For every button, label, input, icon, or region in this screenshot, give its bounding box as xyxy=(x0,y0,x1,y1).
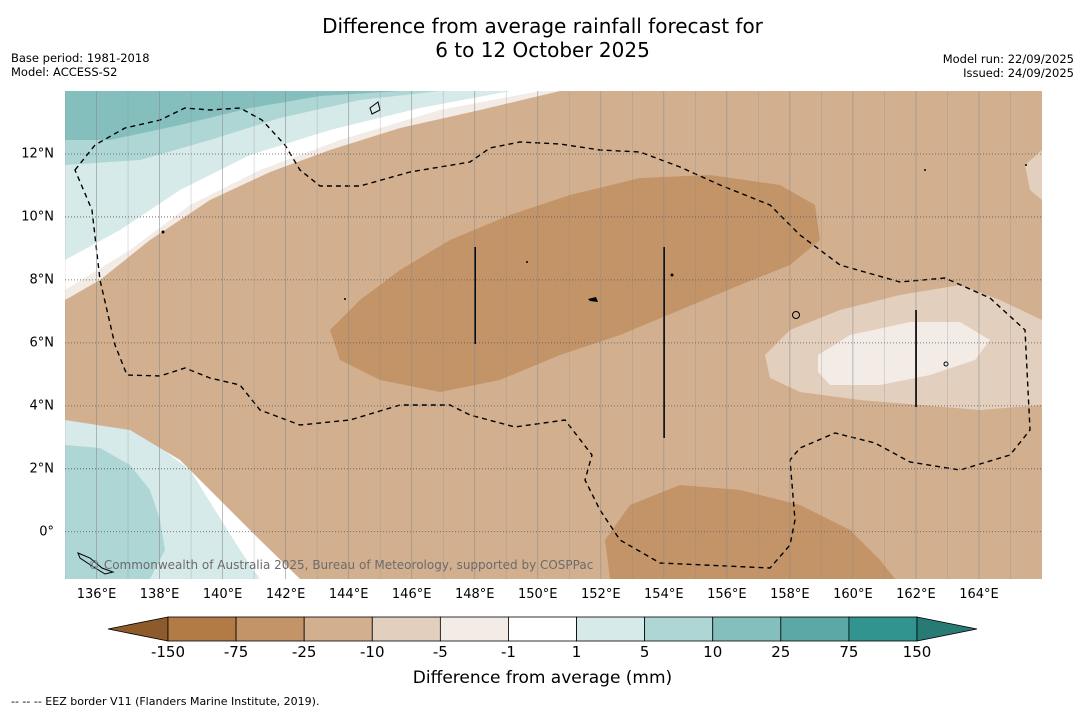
longitude-label: 142°E xyxy=(265,587,306,602)
colorbar-tick-label: -75 xyxy=(223,643,249,661)
model-name: Model: ACCESS-S2 xyxy=(11,65,118,79)
colorbar-tick-label: 25 xyxy=(771,643,791,661)
colorbar-tick-label: 75 xyxy=(839,643,859,661)
longitude-label: 138°E xyxy=(139,587,180,602)
rainfall-field xyxy=(65,91,1042,579)
latitude-label: 8°N xyxy=(29,272,55,288)
islet xyxy=(1025,164,1027,166)
colorbar-extend-low xyxy=(107,616,169,642)
longitude-label: 146°E xyxy=(391,587,432,602)
islet xyxy=(943,361,949,367)
latitude-label: 4°N xyxy=(29,398,55,414)
map-title: Difference from average rainfall forecas… xyxy=(0,14,1085,62)
islet xyxy=(924,169,926,171)
colorbar-tick-label: 10 xyxy=(703,643,723,661)
islet xyxy=(161,230,165,234)
colorbar-box xyxy=(167,616,237,642)
colorbar-box xyxy=(508,616,577,642)
colorbar-tick-label: -10 xyxy=(360,643,385,661)
islet xyxy=(670,273,674,277)
island-png-north xyxy=(77,552,115,575)
longitude-label: 140°E xyxy=(202,587,243,602)
islet xyxy=(344,298,346,300)
colorbar-box xyxy=(644,616,714,642)
longitude-label: 164°E xyxy=(959,587,999,602)
graticule xyxy=(65,91,1042,579)
eez-legend-note: -- -- -- EEZ border V11 (Flanders Marine… xyxy=(11,695,320,708)
island-pohnpei xyxy=(792,311,800,319)
east-pale xyxy=(818,322,990,385)
longitude-label: 154°E xyxy=(644,587,684,602)
longitude-label: 158°E xyxy=(770,587,810,602)
latitude-label: 10°N xyxy=(21,209,54,225)
colorbar-tick-label: -5 xyxy=(432,643,448,661)
sw-teal xyxy=(65,445,165,579)
island-guam xyxy=(369,101,381,115)
island-chuuk xyxy=(588,297,598,302)
islet xyxy=(526,261,528,263)
colorbar-box xyxy=(712,616,782,642)
latitude-label: 12°N xyxy=(21,146,54,162)
model-run: Model run: 22/09/2025 xyxy=(942,52,1074,66)
colorbar-tick-label: -25 xyxy=(291,643,317,661)
copyright-notice: © Commonwealth of Australia 2025, Bureau… xyxy=(88,558,594,572)
nw-band-mid-teal xyxy=(65,91,400,140)
longitude-label: 144°E xyxy=(328,587,369,602)
title-line-1: Difference from average rainfall forecas… xyxy=(322,14,763,38)
colorbar-extend-high xyxy=(916,616,978,642)
meta-right: Model run: 22/09/2025 Issued: 24/09/2025 xyxy=(943,52,1074,80)
colorbar-tick-label: 150 xyxy=(902,643,932,661)
central-dry-2 xyxy=(190,160,1042,579)
dry-core-north xyxy=(330,175,820,392)
colorbar xyxy=(107,616,978,642)
colorbar-tick-label: 5 xyxy=(639,643,650,661)
colorbar-box xyxy=(439,616,509,642)
longitude-label: 162°E xyxy=(896,587,936,602)
longitude-label: 160°E xyxy=(833,587,873,602)
colorbar-tick-label: 1 xyxy=(571,643,582,661)
eez-border xyxy=(74,107,1031,569)
colorbar-box xyxy=(371,616,441,642)
colorbar-box xyxy=(235,616,305,642)
ne-patch xyxy=(1025,150,1042,200)
colorbar-box xyxy=(303,616,373,642)
issued-date: Issued: 24/09/2025 xyxy=(963,66,1074,80)
colorbar-title: Difference from average (mm) xyxy=(412,668,673,688)
base-period: Base period: 1981-2018 xyxy=(11,51,150,65)
longitude-label: 150°E xyxy=(517,587,558,602)
colorbar-box xyxy=(848,616,918,642)
colorbar-box xyxy=(780,616,850,642)
longitude-label: 152°E xyxy=(581,587,621,602)
colorbar-box xyxy=(576,616,646,642)
colorbar-tick-label: -1 xyxy=(500,643,516,661)
longitude-label: 148°E xyxy=(454,587,495,602)
title-line-2: 6 to 12 October 2025 xyxy=(435,38,650,62)
longitude-label: 136°E xyxy=(76,587,117,602)
latitude-label: 2°N xyxy=(29,461,55,477)
latitude-label: 6°N xyxy=(29,335,55,351)
longitude-label: 156°E xyxy=(707,587,747,602)
colorbar-tick-label: -150 xyxy=(150,643,186,661)
latitude-label: 0° xyxy=(39,524,54,540)
meta-left: Base period: 1981-2018 Model: ACCESS-S2 xyxy=(11,51,150,79)
